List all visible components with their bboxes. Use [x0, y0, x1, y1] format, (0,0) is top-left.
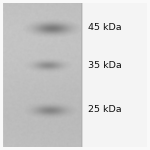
Text: 25 kDa: 25 kDa [88, 105, 121, 114]
Text: 35 kDa: 35 kDa [88, 60, 122, 69]
Text: 45 kDa: 45 kDa [88, 24, 121, 33]
